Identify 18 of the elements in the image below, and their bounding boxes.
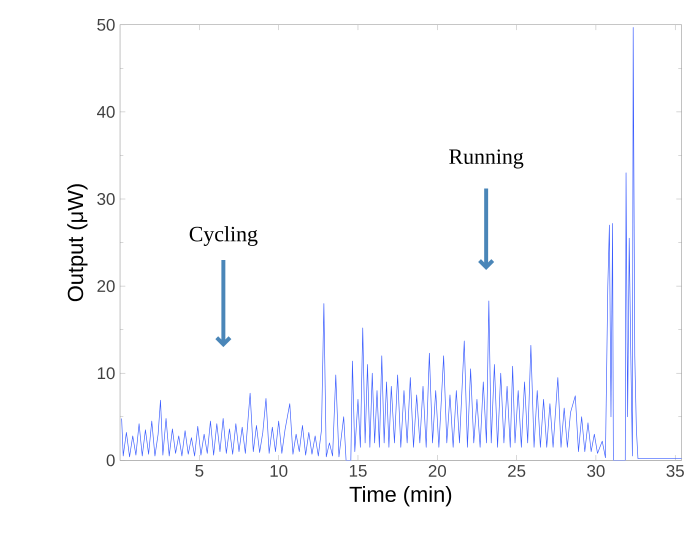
annotation: Cycling [190, 226, 258, 246]
x-tick-label: 5 [195, 465, 204, 477]
x-tick-label: 35 [666, 465, 684, 478]
y-tick-label: 10 [98, 367, 115, 380]
x-tick-label: 20 [428, 465, 446, 478]
x-tick-label: 15 [350, 465, 367, 477]
line-series [121, 27, 682, 461]
y-tick-label: 0 [106, 454, 115, 467]
y-axis-title: Output (μW) [67, 184, 88, 302]
y-tick-label: 40 [97, 106, 115, 118]
y-tick-label: 50 [97, 19, 115, 31]
annotation: Running [449, 150, 524, 169]
y-tick-label: 20 [97, 280, 115, 292]
x-tick-label: 30 [587, 465, 605, 478]
y-tick-label: 30 [97, 193, 115, 206]
x-tick-label: 10 [270, 465, 288, 478]
x-axis-title: Time (min) [350, 486, 452, 507]
x-tick-label: 25 [508, 465, 526, 478]
